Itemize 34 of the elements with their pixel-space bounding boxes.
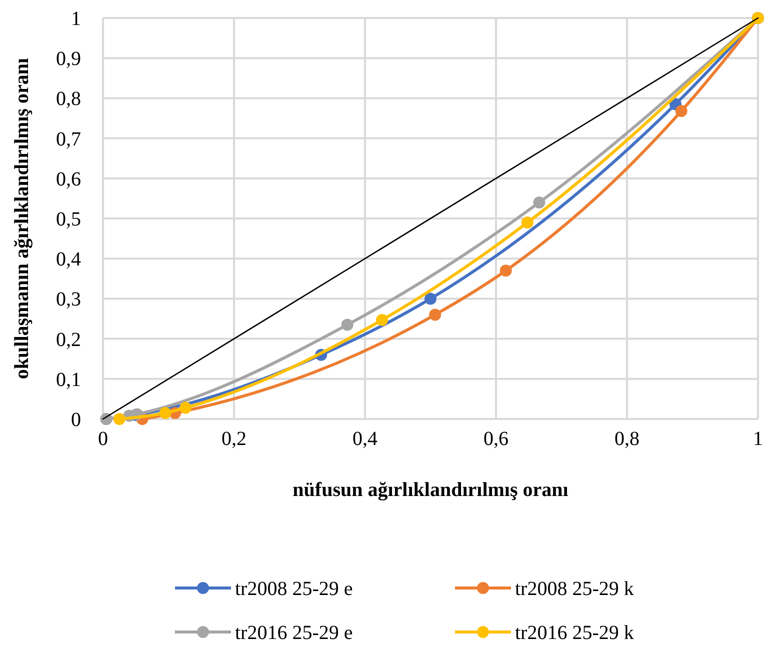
- y-tick-label: 0,3: [56, 288, 81, 311]
- point: [500, 264, 512, 277]
- point: [533, 196, 546, 208]
- point: [424, 292, 436, 305]
- point: [341, 318, 354, 331]
- y-tick-label: 0,4: [56, 248, 81, 271]
- legend-label: tr2016 25-29 e: [235, 622, 353, 644]
- y-tick-label: 0,5: [56, 208, 81, 230]
- y-tick-label: 1: [71, 8, 81, 30]
- y-tick-label: 0: [71, 409, 81, 431]
- y-tick-label: 0,6: [56, 168, 81, 190]
- legend-label: tr2016 25-29 k: [515, 622, 634, 644]
- legend-label: tr2008 25-29 k: [515, 578, 634, 600]
- y-tick-label: 0,8: [56, 88, 81, 110]
- x-tick-label: 0,6: [484, 428, 508, 450]
- point: [429, 308, 442, 321]
- point: [675, 105, 688, 118]
- x-tick-label: 0,8: [614, 428, 640, 450]
- point: [376, 314, 388, 326]
- x-axis-title: nüfusun ağırlıklandırılmış oranı: [292, 479, 569, 501]
- x-tick-label: 0,2: [222, 428, 246, 450]
- x-tick-label: 0: [98, 428, 108, 450]
- point: [180, 402, 192, 414]
- y-tick-label: 0,7: [56, 128, 81, 150]
- point: [159, 406, 172, 419]
- point: [113, 413, 126, 425]
- y-axis-title: okullaşmanın ağırlıklandırılmış oranı: [11, 57, 33, 380]
- y-tick-label: 0,2: [56, 328, 81, 351]
- x-tick-label: 0,4: [352, 428, 378, 450]
- x-tick-label: 1: [753, 428, 763, 450]
- y-tick-label: 0,1: [56, 368, 81, 391]
- legend-label: tr2008 25-29 e: [235, 578, 353, 600]
- y-tick-label: 0,9: [56, 48, 81, 70]
- point: [521, 216, 534, 229]
